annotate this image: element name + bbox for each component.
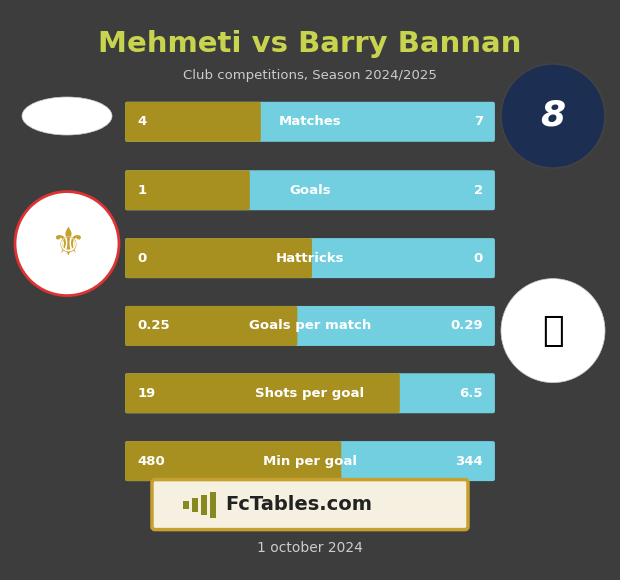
Circle shape: [15, 191, 119, 296]
Text: Matches: Matches: [278, 115, 342, 128]
Text: Min per goal: Min per goal: [263, 455, 357, 467]
FancyBboxPatch shape: [125, 374, 495, 413]
Text: 1: 1: [137, 184, 146, 197]
Ellipse shape: [22, 97, 112, 135]
Text: ⚜: ⚜: [50, 224, 84, 263]
Circle shape: [501, 64, 605, 168]
FancyBboxPatch shape: [125, 238, 312, 278]
Text: 480: 480: [137, 455, 165, 467]
FancyBboxPatch shape: [125, 102, 495, 142]
Text: Club competitions, Season 2024/2025: Club competitions, Season 2024/2025: [183, 69, 437, 82]
Text: Goals: Goals: [289, 184, 331, 197]
Bar: [210, 492, 216, 517]
Text: Goals per match: Goals per match: [249, 320, 371, 332]
FancyBboxPatch shape: [125, 238, 495, 278]
Text: FcTables.com: FcTables.com: [225, 495, 372, 514]
Text: 2: 2: [474, 184, 483, 197]
Circle shape: [501, 278, 605, 383]
Text: 19: 19: [137, 387, 156, 400]
Text: Mehmeti vs Barry Bannan: Mehmeti vs Barry Bannan: [99, 30, 521, 57]
Text: 7: 7: [474, 115, 483, 128]
Text: 0: 0: [137, 252, 146, 264]
Text: 🦉: 🦉: [542, 314, 564, 347]
FancyBboxPatch shape: [125, 171, 250, 210]
FancyBboxPatch shape: [125, 102, 261, 142]
Text: 0.25: 0.25: [137, 320, 170, 332]
FancyBboxPatch shape: [125, 441, 495, 481]
Text: 0.29: 0.29: [450, 320, 483, 332]
FancyBboxPatch shape: [125, 306, 298, 346]
FancyBboxPatch shape: [152, 480, 468, 530]
Text: 8: 8: [541, 99, 565, 133]
Text: 6.5: 6.5: [459, 387, 483, 400]
FancyBboxPatch shape: [125, 441, 341, 481]
Bar: [201, 495, 207, 514]
Text: 344: 344: [455, 455, 483, 467]
FancyBboxPatch shape: [125, 171, 495, 210]
Text: 4: 4: [137, 115, 146, 128]
Text: Shots per goal: Shots per goal: [255, 387, 365, 400]
FancyBboxPatch shape: [125, 374, 400, 413]
FancyBboxPatch shape: [125, 306, 495, 346]
Text: 1 october 2024: 1 october 2024: [257, 541, 363, 555]
Text: 0: 0: [474, 252, 483, 264]
Bar: [183, 501, 189, 509]
Text: Hattricks: Hattricks: [276, 252, 344, 264]
Bar: [192, 498, 198, 512]
